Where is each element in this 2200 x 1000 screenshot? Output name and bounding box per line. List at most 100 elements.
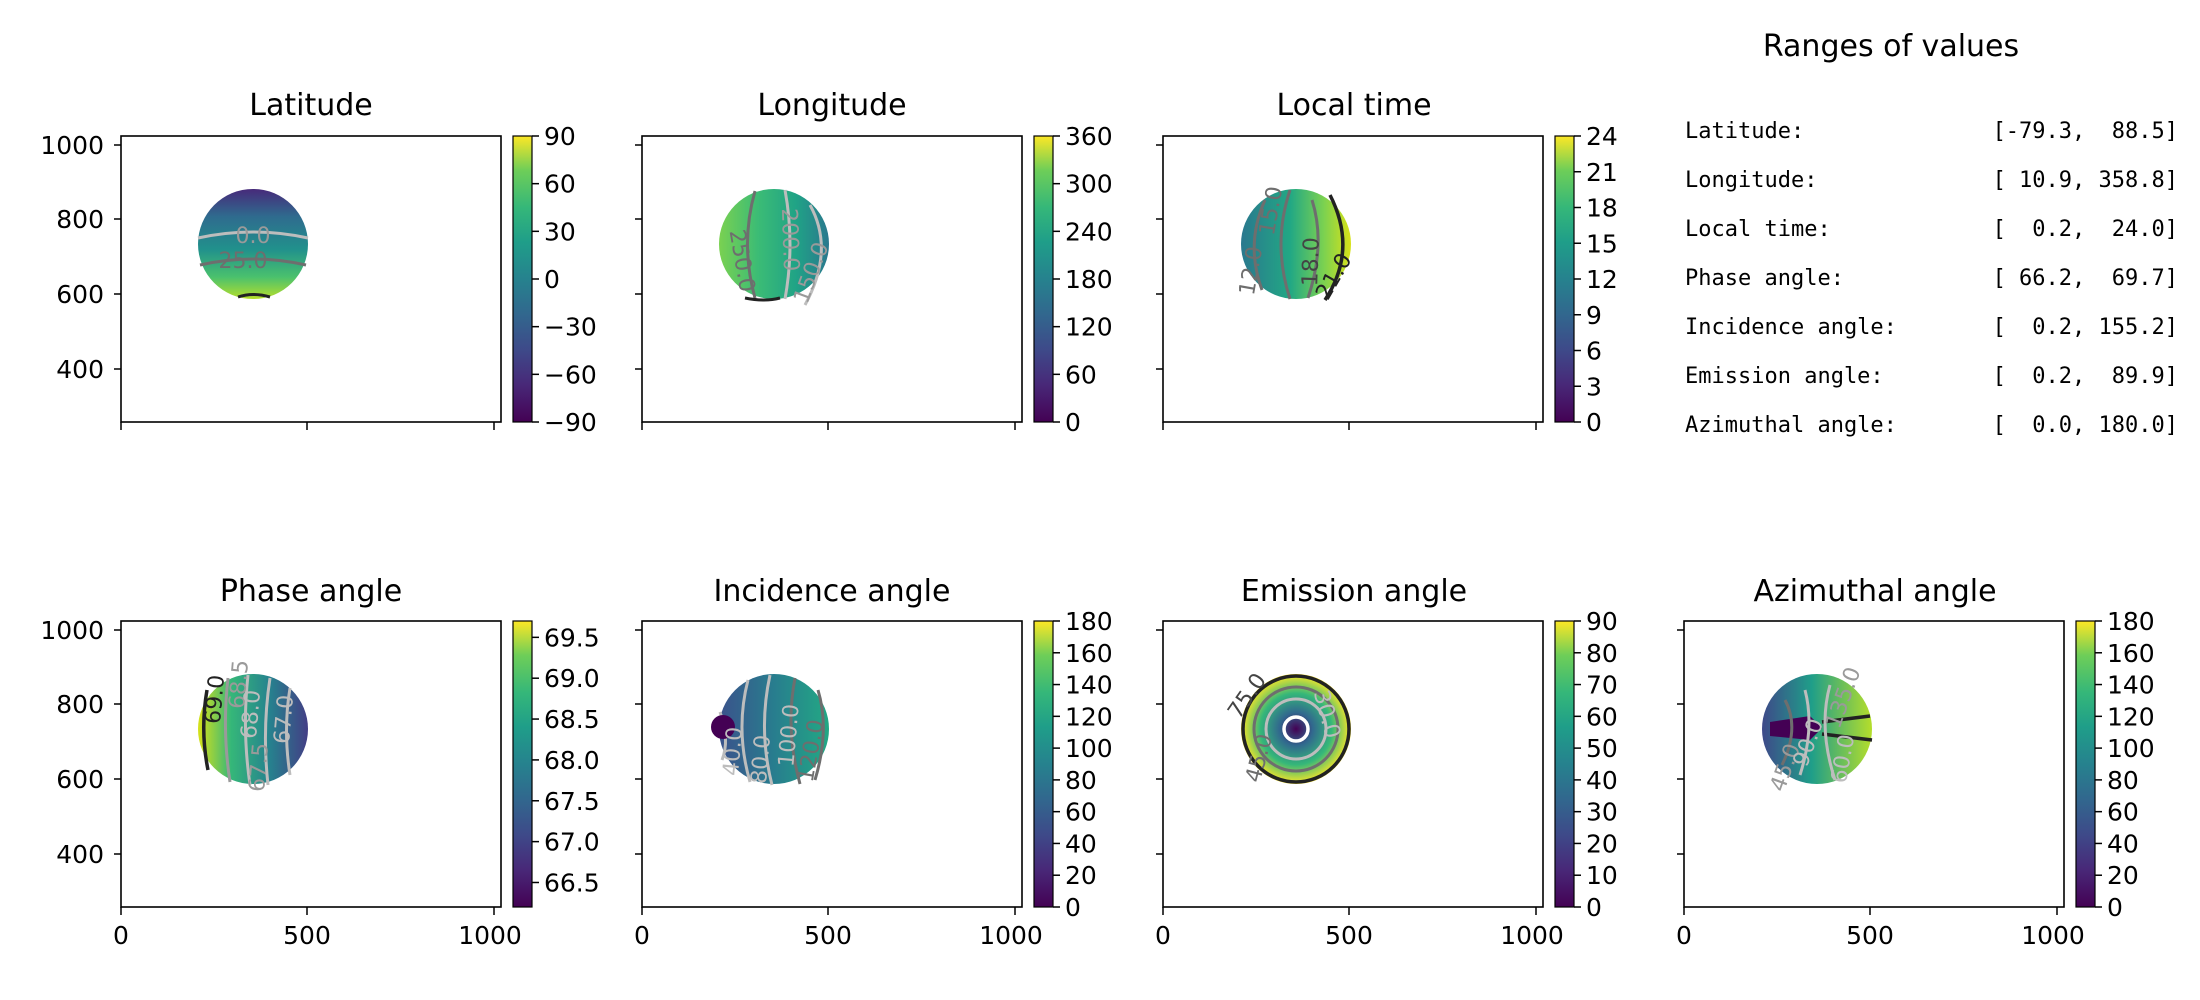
colorbar-tick-label: 90 <box>1586 607 1618 636</box>
contour-line <box>201 689 210 771</box>
plot-frame <box>1162 135 1544 423</box>
colorbar-tick-label: 20 <box>2107 861 2139 890</box>
x-tick-label: 0 <box>634 921 650 950</box>
y-axis <box>1156 629 1163 855</box>
colorbar-tick-label: 120 <box>1065 702 1113 731</box>
disk-image: 75.0 30.0 45.0 <box>1223 669 1351 785</box>
panel-title: Latitude <box>249 88 372 123</box>
colorbar-tick-label: 68.5 <box>544 705 600 734</box>
y-axis: 1000 800 600 400 <box>40 131 121 384</box>
disk <box>198 189 308 299</box>
contour-line <box>1282 715 1310 743</box>
y-tick-label: 400 <box>56 840 104 869</box>
y-tick-label: 600 <box>56 280 104 309</box>
colorbar: 69.5 69.0 68.5 68.0 67.5 67.0 66.5 <box>512 620 600 908</box>
plot-frame <box>641 135 1023 423</box>
x-tick-label: 1000 <box>979 921 1043 950</box>
x-axis: 0 500 1000 <box>634 907 1043 950</box>
panel-title: Phase angle <box>220 574 402 609</box>
contour-label: 25.0 <box>219 249 268 274</box>
panel-latitude: Latitude 0.0 25.0 1000 800 600 400 <box>40 88 596 437</box>
colorbar-tick-label: 20 <box>1586 829 1618 858</box>
x-axis <box>641 422 1016 430</box>
contour-line <box>1821 732 1873 742</box>
contour-label: 69.0 <box>201 674 230 725</box>
colorbar-tick-label: 60 <box>1065 360 1097 389</box>
plot-frame <box>120 135 502 423</box>
y-tick-label: 400 <box>56 355 104 384</box>
y-axis <box>635 144 642 370</box>
colorbar-tick-label: 67.5 <box>544 787 600 816</box>
panel-incidence-angle: Incidence angle 40.0 80.0 100.0 120.0 0 <box>634 574 1113 950</box>
colorbar-tick-label: 100 <box>2107 734 2155 763</box>
colorbar-tick-label: 140 <box>2107 671 2155 700</box>
colorbar-tick-label: 0 <box>544 265 560 294</box>
disk <box>1241 189 1351 299</box>
disk <box>719 674 829 784</box>
colorbar-tick-label: 24 <box>1586 122 1618 151</box>
colorbar-ticks: 360 300 240 180 120 60 0 <box>1053 122 1113 437</box>
x-tick-label: 500 <box>804 921 852 950</box>
range-value: [-79.3, 88.5] <box>1993 119 2178 144</box>
x-tick-label: 1000 <box>2021 921 2085 950</box>
ranges-title: Ranges of values <box>1763 29 2019 64</box>
range-value: [ 10.9, 358.8] <box>1993 168 2178 193</box>
contour-line <box>237 293 271 299</box>
disk-image: 0.0 25.0 <box>197 189 309 299</box>
range-label: Azimuthal angle: <box>1685 413 1897 438</box>
colorbar-tick-label: 0 <box>1065 408 1081 437</box>
colorbar-tick-label: 40 <box>1065 829 1097 858</box>
panel-phase-angle: Phase angle 69.0 68.5 68.0 67.5 67.0 100… <box>40 574 599 950</box>
colorbar-tick-label: 0 <box>1065 893 1081 922</box>
disk <box>719 189 829 299</box>
x-axis: 0 500 1000 <box>1676 907 2085 950</box>
ranges-rows: Latitude: [-79.3, 88.5] Longitude: [ 10.9, … <box>1685 119 2178 438</box>
colorbar-tick-label: 0 <box>1586 893 1602 922</box>
colorbar-tick-label: 68.0 <box>544 746 600 775</box>
contour-line <box>243 674 252 786</box>
colorbar-tick-label: 120 <box>1065 313 1113 342</box>
contour-line <box>803 204 823 306</box>
colorbar-tick-label: 0 <box>1586 408 1602 437</box>
colorbar: 24 21 18 15 12 9 6 3 0 <box>1554 122 1618 437</box>
range-value: [ 66.2, 69.7] <box>1993 266 2178 291</box>
contour-line <box>263 677 272 786</box>
colorbar: 360 300 240 180 120 60 0 <box>1033 122 1113 437</box>
x-axis: 0 500 1000 <box>113 907 522 950</box>
colorbar-tick-label: 21 <box>1586 158 1618 187</box>
ranges-panel: Ranges of values Latitude: [-79.3, 88.5] L… <box>1685 29 2178 438</box>
contour-line <box>223 677 232 783</box>
colorbar-tick-label: 180 <box>1065 265 1113 294</box>
contour-line <box>1252 685 1340 773</box>
panel-azimuthal-angle: Azimuthal angle 135.0 45.0 90.0 60.0 0 <box>1676 574 2155 950</box>
panel-emission-angle: Emission angle 75.0 30.0 45.0 0 500 1000 <box>1155 574 1618 950</box>
contour-line <box>1279 189 1292 300</box>
colorbar-tick-label: 20 <box>1065 861 1097 890</box>
range-value: [ 0.2, 24.0] <box>1993 217 2178 242</box>
range-label: Latitude: <box>1685 119 1804 144</box>
x-axis <box>1162 422 1537 430</box>
colorbar-tick-label: 30 <box>544 217 576 246</box>
contour-line <box>1252 199 1267 291</box>
panel-title: Longitude <box>757 88 906 123</box>
panel-title: Azimuthal angle <box>1753 574 1996 609</box>
colorbar-tick-label: 3 <box>1586 372 1602 401</box>
x-tick-label: 0 <box>1155 921 1171 950</box>
colorbar-tick-label: 80 <box>1586 639 1618 668</box>
colorbar-tick-label: 100 <box>1065 734 1113 763</box>
contour-line <box>1823 684 1837 781</box>
colorbar-tick-label: 60 <box>544 170 576 199</box>
panel-title: Incidence angle <box>714 574 951 609</box>
y-axis: 1000 800 600 400 <box>40 616 121 869</box>
colorbar-gradient <box>512 620 533 908</box>
range-value: [ 0.0, 180.0] <box>1993 413 2178 438</box>
colorbar-tick-label: 10 <box>1586 861 1618 890</box>
colorbar-ticks: 69.5 69.0 68.5 68.0 67.5 67.0 66.5 <box>532 623 600 897</box>
disk-image: 250.0 200.0 150.0 <box>719 189 834 307</box>
range-label: Local time: <box>1685 217 1831 242</box>
plot-frame <box>120 620 502 908</box>
y-tick-label: 1000 <box>40 131 104 160</box>
